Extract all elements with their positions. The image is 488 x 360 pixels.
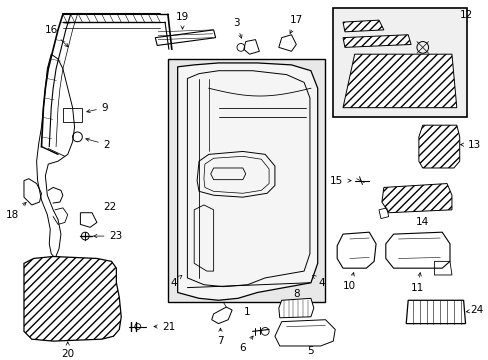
Text: 17: 17: [289, 15, 303, 33]
Text: 9: 9: [86, 103, 108, 113]
Polygon shape: [418, 125, 459, 168]
Text: 4: 4: [170, 275, 182, 288]
Text: 24: 24: [466, 305, 483, 315]
Text: 12: 12: [459, 10, 472, 20]
Text: 23: 23: [94, 231, 122, 241]
Text: 10: 10: [343, 273, 356, 291]
Text: 5: 5: [307, 346, 314, 356]
Text: 2: 2: [85, 138, 110, 150]
Text: 22: 22: [103, 202, 116, 212]
Polygon shape: [274, 320, 335, 346]
Text: 14: 14: [415, 217, 428, 228]
Text: 6: 6: [239, 336, 253, 353]
Text: 15: 15: [329, 176, 342, 186]
Text: 18: 18: [6, 202, 26, 220]
Text: 3: 3: [232, 18, 242, 38]
Polygon shape: [177, 63, 317, 300]
Text: 13: 13: [460, 140, 480, 150]
Polygon shape: [342, 54, 456, 108]
Polygon shape: [381, 184, 451, 213]
Polygon shape: [342, 20, 383, 32]
Bar: [167, 59, 325, 302]
Bar: [333, 9, 466, 117]
Text: 19: 19: [176, 12, 189, 29]
Polygon shape: [278, 298, 313, 318]
Text: 4: 4: [312, 275, 325, 288]
Polygon shape: [155, 30, 215, 45]
Text: 8: 8: [292, 289, 299, 300]
Text: 16: 16: [44, 25, 68, 47]
Text: 1: 1: [243, 307, 249, 317]
Text: 7: 7: [217, 328, 224, 346]
Polygon shape: [342, 35, 410, 48]
Polygon shape: [406, 300, 465, 324]
Text: 21: 21: [154, 321, 175, 332]
Text: 11: 11: [410, 273, 424, 293]
Polygon shape: [24, 256, 121, 341]
Text: 20: 20: [61, 342, 74, 359]
